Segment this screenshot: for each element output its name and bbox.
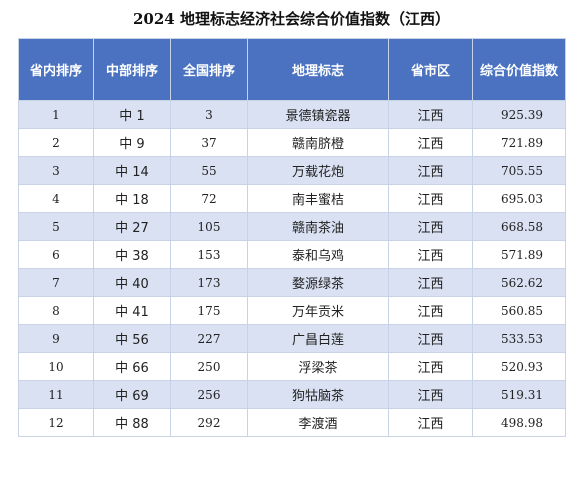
table-cell: 7 (18, 268, 94, 297)
table-cell: 中 14 (93, 156, 171, 185)
table-row: 12 中 88 292 李渡酒 江西 498.98 (18, 408, 566, 437)
table-cell: 浮梁茶 (247, 352, 389, 381)
table-cell: 2 (18, 128, 94, 157)
table-cell: 赣南脐橙 (247, 128, 389, 157)
table-cell: 江西 (388, 324, 473, 353)
table-cell: 泰和乌鸡 (247, 240, 389, 269)
table-cell: 695.03 (472, 184, 566, 213)
table-cell: 9 (18, 324, 94, 353)
table-cell: 中 41 (93, 296, 171, 325)
table-cell: 狗牯脑茶 (247, 380, 389, 409)
table-cell: 李渡酒 (247, 408, 389, 437)
table-cell: 江西 (388, 296, 473, 325)
table-cell: 中 18 (93, 184, 171, 213)
table-cell: 705.55 (472, 156, 566, 185)
table-cell: 万载花炮 (247, 156, 389, 185)
table-cell: 519.31 (472, 380, 566, 409)
table-cell: 中 88 (93, 408, 171, 437)
table-cell: 江西 (388, 128, 473, 157)
table-cell: 571.89 (472, 240, 566, 269)
table-cell: 中 1 (93, 100, 171, 129)
table-cell: 292 (170, 408, 248, 437)
table-cell: 72 (170, 184, 248, 213)
table-cell: 4 (18, 184, 94, 213)
table-cell: 中 56 (93, 324, 171, 353)
table-cell: 37 (170, 128, 248, 157)
table-cell: 江西 (388, 268, 473, 297)
table-cell: 5 (18, 212, 94, 241)
table-cell: 533.53 (472, 324, 566, 353)
table-row: 10 中 66 250 浮梁茶 江西 520.93 (18, 352, 566, 381)
table-cell: 中 38 (93, 240, 171, 269)
table-cell: 175 (170, 296, 248, 325)
table-cell: 江西 (388, 100, 473, 129)
table-cell: 中 69 (93, 380, 171, 409)
table-cell: 江西 (388, 380, 473, 409)
table-cell: 景德镇瓷器 (247, 100, 389, 129)
header-cell: 省市区 (388, 38, 473, 101)
table-cell: 江西 (388, 156, 473, 185)
header-cell: 中部排序 (93, 38, 171, 101)
table-cell: 227 (170, 324, 248, 353)
table-cell: 江西 (388, 184, 473, 213)
table-cell: 婺源绿茶 (247, 268, 389, 297)
header-cell: 综合价值指数 (472, 38, 566, 101)
table-cell: 721.89 (472, 128, 566, 157)
table-cell: 6 (18, 240, 94, 269)
table-cell: 江西 (388, 212, 473, 241)
table-cell: 南丰蜜桔 (247, 184, 389, 213)
table-cell: 中 66 (93, 352, 171, 381)
table-cell: 560.85 (472, 296, 566, 325)
table-cell: 105 (170, 212, 248, 241)
table-cell: 10 (18, 352, 94, 381)
table-cell: 中 27 (93, 212, 171, 241)
header-cell: 地理标志 (247, 38, 389, 101)
table-cell: 1 (18, 100, 94, 129)
header-cell: 全国排序 (170, 38, 248, 101)
table-cell: 250 (170, 352, 248, 381)
table-cell: 173 (170, 268, 248, 297)
title: 2024 地理标志经济社会综合价值指数（江西） (133, 10, 450, 28)
table-cell: 江西 (388, 408, 473, 437)
table-cell: 256 (170, 380, 248, 409)
table-row: 11 中 69 256 狗牯脑茶 江西 519.31 (18, 380, 566, 409)
table-cell: 8 (18, 296, 94, 325)
table-cell: 925.39 (472, 100, 566, 129)
table-cell: 赣南茶油 (247, 212, 389, 241)
table-cell: 江西 (388, 352, 473, 381)
table-cell: 498.98 (472, 408, 566, 437)
table-cell: 中 40 (93, 268, 171, 297)
table-cell: 3 (18, 156, 94, 185)
table-cell: 江西 (388, 240, 473, 269)
table-cell: 3 (170, 100, 248, 129)
header-row: 省内排序 中部排序 全国排序 地理标志 省市区 综合价值指数 (18, 38, 566, 101)
table-cell: 668.58 (472, 212, 566, 241)
table-cell: 11 (18, 380, 94, 409)
table-cell: 中 9 (93, 128, 171, 157)
table-cell: 广昌白莲 (247, 324, 389, 353)
table-cell: 55 (170, 156, 248, 185)
table-cell: 562.62 (472, 268, 566, 297)
table-cell: 万年贡米 (247, 296, 389, 325)
header-cell: 省内排序 (18, 38, 94, 101)
table-cell: 12 (18, 408, 94, 437)
table-cell: 153 (170, 240, 248, 269)
table-cell: 520.93 (472, 352, 566, 381)
